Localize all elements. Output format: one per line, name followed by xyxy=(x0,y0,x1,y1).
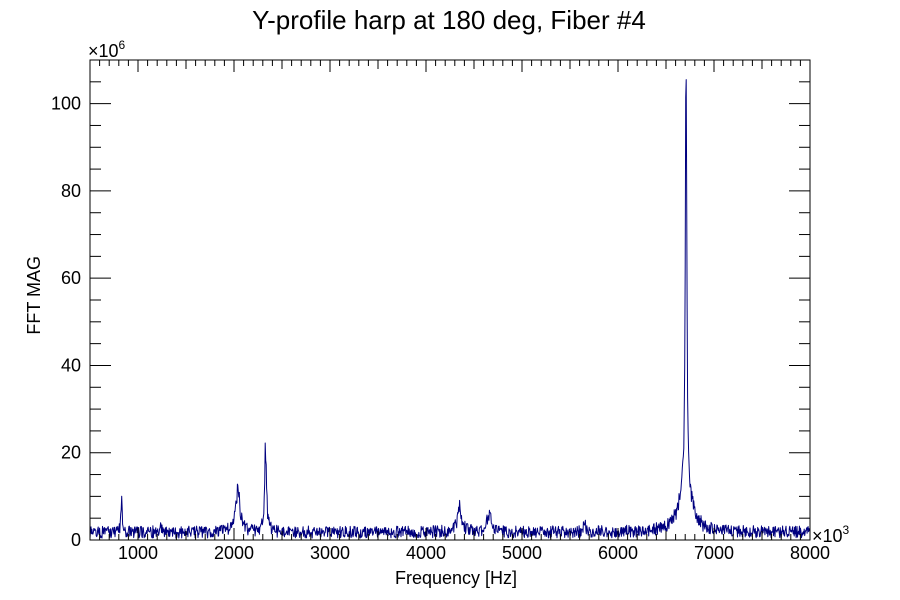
x-tick-label: 6000 xyxy=(598,543,638,563)
x-axis-label: Frequency [Hz] xyxy=(395,568,517,588)
y-tick-label: 80 xyxy=(61,181,81,201)
x-tick-label: 7000 xyxy=(694,543,734,563)
y-tick-label: 20 xyxy=(61,443,81,463)
x-axis-ticks xyxy=(89,60,811,540)
x-tick-label: 8000 xyxy=(790,543,830,563)
y-tick-label: 60 xyxy=(61,268,81,288)
y-tick-label: 0 xyxy=(71,530,81,550)
x-tick-label: 3000 xyxy=(310,543,350,563)
x-axis-multiplier: ×103 xyxy=(812,523,850,546)
x-axis-tick-labels: 1000 2000 3000 4000 5000 6000 7000 8000 xyxy=(118,543,830,563)
y-tick-label: 100 xyxy=(51,94,81,114)
y-tick-label: 40 xyxy=(61,355,81,375)
series-line xyxy=(89,79,811,539)
x-tick-label: 4000 xyxy=(406,543,446,563)
x-tick-label: 2000 xyxy=(214,543,254,563)
chart-title: Y-profile harp at 180 deg, Fiber #4 xyxy=(252,5,646,35)
y-axis-multiplier: ×106 xyxy=(88,38,126,61)
y-axis-ticks xyxy=(90,59,810,541)
x-tick-label: 5000 xyxy=(502,543,542,563)
y-axis-tick-labels: 0 20 40 60 80 100 xyxy=(51,94,81,550)
x-tick-label: 1000 xyxy=(118,543,158,563)
y-axis-label: FFT MAG xyxy=(24,256,44,335)
